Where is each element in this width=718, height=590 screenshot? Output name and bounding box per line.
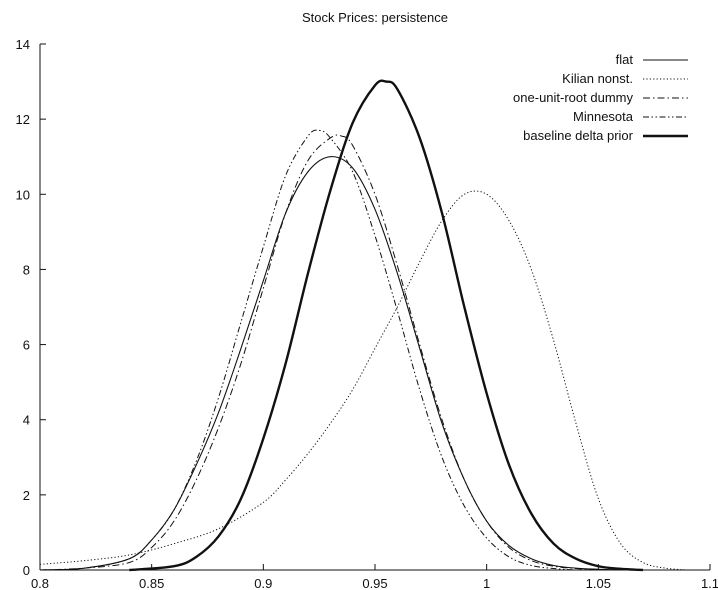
y-tick-label: 2 xyxy=(23,488,30,503)
series-line-2 xyxy=(39,190,688,571)
y-tick-label: 10 xyxy=(16,187,30,202)
y-axis: 0 2 4 6 8 10 12 14 xyxy=(16,37,46,578)
x-tick-label: 1 xyxy=(483,576,490,590)
y-tick-label: 8 xyxy=(23,262,30,277)
x-tick-label: 0.8 xyxy=(31,576,49,590)
y-tick-label: 6 xyxy=(23,338,30,353)
legend-label: Kilian nonst. xyxy=(562,71,633,86)
x-tick-label: 0.9 xyxy=(254,576,272,590)
y-tick-label: 14 xyxy=(16,37,30,52)
legend-label: one-unit-root dummy xyxy=(513,90,633,105)
series-line-3 xyxy=(39,134,599,571)
legend-label: baseline delta prior xyxy=(523,128,634,143)
y-tick-label: 0 xyxy=(23,563,30,578)
y-tick-label: 4 xyxy=(23,413,30,428)
y-tick-label: 12 xyxy=(16,112,30,127)
series-line-5 xyxy=(129,79,644,572)
x-tick-label: 1.05 xyxy=(586,576,611,590)
series-line-1 xyxy=(39,156,621,571)
legend-label: flat xyxy=(616,52,634,67)
x-tick-label: 0.95 xyxy=(362,576,387,590)
legend: flat Kilian nonst. one-unit-root dummy Minn… xyxy=(513,52,688,143)
series-line-4 xyxy=(39,129,577,571)
x-axis: 0.8 0.85 0.9 0.95 1 1.05 1.1 xyxy=(31,564,718,590)
legend-label: Minnesota xyxy=(573,109,634,124)
x-tick-label: 1.1 xyxy=(701,576,718,590)
x-tick-label: 0.85 xyxy=(139,576,164,590)
series-layer xyxy=(39,79,688,572)
chart-title: Stock Prices: persistence xyxy=(302,10,448,25)
